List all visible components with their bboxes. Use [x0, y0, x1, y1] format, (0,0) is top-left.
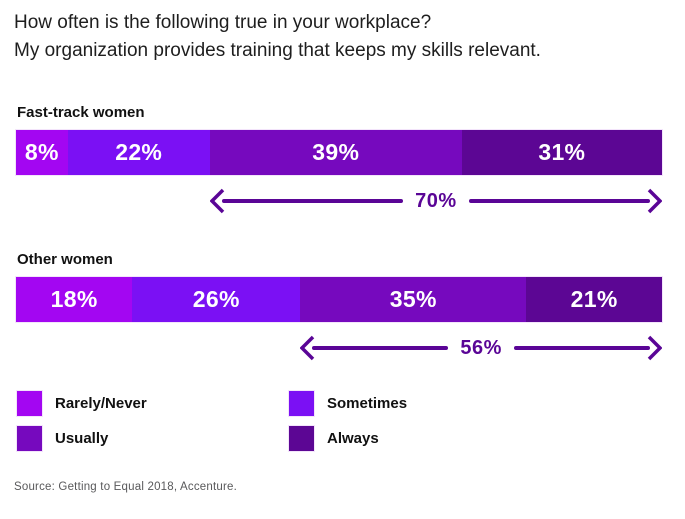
bar-group-other-women: Other women 18% 26% 35% 21% 56% — [16, 251, 662, 371]
bar-segment-value: 8% — [24, 139, 59, 165]
legend: Rarely/Never Sometimes Usually Always — [17, 391, 407, 451]
legend-item-usually: Usually — [17, 426, 289, 451]
legend-swatch-usually — [17, 426, 42, 451]
bar-segment-value: 21% — [570, 286, 618, 312]
bar-segment-always: 31% — [461, 130, 662, 175]
bar-segment-value: 18% — [50, 286, 98, 312]
legend-swatch-always — [289, 426, 314, 451]
bar-segment-usually: 35% — [300, 277, 527, 322]
legend-label-always: Always — [327, 430, 379, 447]
legend-item-sometimes: Sometimes — [289, 391, 407, 416]
legend-label-rarely-never: Rarely/Never — [55, 395, 147, 412]
source-note: Source: Getting to Equal 2018, Accenture… — [14, 481, 238, 493]
legend-label-usually: Usually — [55, 430, 109, 447]
range-arrow-fast-track-women: 70% — [209, 188, 662, 214]
legend-item-rarely-never: Rarely/Never — [17, 391, 289, 416]
bar-segment-value: 22% — [115, 139, 163, 165]
bar-segment-sometimes: 22% — [67, 130, 210, 175]
bar-segment-always: 21% — [526, 277, 662, 322]
range-arrow-value: 70% — [415, 189, 457, 212]
range-arrow-value: 56% — [460, 336, 502, 359]
bar-group-fast-track-women: Fast-track women 8% 22% 39% 31% 70% — [16, 104, 662, 224]
bar-segment-value: 31% — [538, 139, 586, 165]
chart-title: How often is the following true in your … — [14, 9, 541, 65]
range-arrow-line — [513, 346, 650, 350]
title-statement-line: My organization provides training that k… — [14, 40, 541, 61]
arrowhead-left-icon — [209, 188, 225, 214]
stacked-bar-other-women: 18% 26% 35% 21% — [16, 277, 662, 322]
bar-segment-usually: 39% — [209, 130, 462, 175]
bar-segment-rarely-never: 18% — [16, 277, 133, 322]
range-arrow-line — [468, 199, 650, 203]
stacked-bar-fast-track-women: 8% 22% 39% 31% — [16, 130, 662, 175]
arrowhead-right-icon — [647, 335, 662, 361]
group-label-fast-track-women: Fast-track women — [17, 104, 145, 121]
bar-segment-value: 35% — [389, 286, 437, 312]
arrowhead-left-icon — [300, 335, 315, 361]
legend-label-sometimes: Sometimes — [327, 395, 408, 412]
title-question-line: How often is the following true in your … — [14, 12, 432, 33]
bar-segment-sometimes: 26% — [132, 277, 301, 322]
legend-swatch-sometimes — [289, 391, 314, 416]
legend-item-always: Always — [289, 426, 407, 451]
bar-segment-rarely-never: 8% — [16, 130, 68, 175]
range-arrow-line — [312, 346, 449, 350]
group-label-other-women: Other women — [17, 251, 113, 268]
range-arrow-line — [221, 199, 404, 203]
legend-swatch-rarely-never — [17, 391, 42, 416]
range-arrow-other-women: 56% — [300, 335, 662, 361]
arrowhead-right-icon — [647, 188, 662, 214]
bar-segment-value: 39% — [312, 139, 360, 165]
bar-segment-value: 26% — [192, 286, 240, 312]
